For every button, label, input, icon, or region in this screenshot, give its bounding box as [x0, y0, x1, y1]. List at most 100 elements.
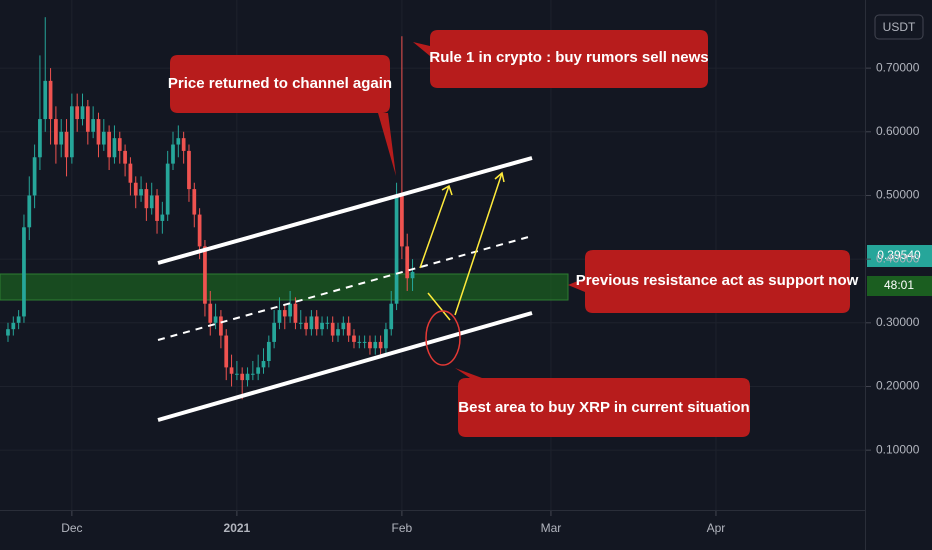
candle-body — [219, 316, 223, 336]
x-tick-label: 2021 — [224, 521, 251, 535]
countdown-box — [867, 276, 932, 296]
candle-body — [235, 373, 239, 375]
candle-body — [11, 322, 16, 330]
candle-body — [208, 303, 213, 323]
candle-body — [261, 361, 266, 368]
currency[interactable]: USDT — [883, 20, 916, 34]
arrow — [454, 172, 503, 316]
candle-body — [197, 214, 202, 247]
candle-body — [272, 322, 277, 342]
candle-body — [368, 341, 372, 349]
y-tick-label: 0.10000 — [876, 442, 920, 456]
candle-body — [336, 329, 340, 336]
y-tick-label: 0.40000 — [876, 251, 920, 265]
channel-bottom — [157, 311, 533, 422]
candle-body — [64, 131, 69, 158]
arrow — [419, 185, 450, 269]
candle-body — [357, 341, 362, 343]
candle-body — [91, 119, 96, 132]
candle-body — [75, 106, 80, 120]
callout-text: Best area to buy XRP in current situatio… — [458, 399, 749, 416]
callout-text: Rule 1 in crypto : buy rumors sell news — [429, 49, 708, 66]
x-tick-label: Feb — [392, 521, 413, 535]
candle-body — [128, 163, 133, 183]
channel-top — [157, 156, 533, 265]
candle-body — [6, 329, 10, 336]
candle-body — [288, 303, 292, 317]
candle-body — [123, 150, 127, 164]
candle-body — [149, 195, 154, 209]
candle-body — [160, 214, 165, 221]
candle-body — [378, 341, 383, 349]
candle-body — [304, 322, 308, 330]
x-tick-label: Apr — [707, 521, 726, 535]
candle-body — [203, 246, 207, 304]
candle-body — [282, 310, 287, 317]
candle-body — [352, 335, 356, 342]
candle-body — [144, 189, 149, 209]
x-tick-label: Mar — [541, 521, 562, 535]
candle-body — [59, 131, 64, 145]
y-tick-label: 0.60000 — [876, 124, 920, 138]
axes: 0.10000 0.20000 0.30000 0.40000 0.50000 0.600… — [61, 60, 920, 535]
x-tick-label: Dec — [61, 521, 82, 535]
candle-body — [384, 329, 388, 349]
candle-body — [96, 119, 101, 145]
candle-body — [107, 131, 111, 158]
candle-body — [394, 195, 399, 304]
candle-body — [245, 373, 250, 381]
candle-body — [139, 189, 143, 196]
candle-body — [155, 195, 159, 221]
candle-body — [213, 316, 218, 323]
candle-body — [224, 335, 229, 368]
last-price: 0.39540 — [877, 248, 921, 262]
candle-body — [314, 316, 319, 330]
candle-body — [250, 373, 255, 375]
candle-body — [309, 316, 314, 330]
candle-body — [22, 227, 26, 317]
candle-body — [54, 119, 58, 145]
candle-body — [277, 310, 282, 323]
candle-body — [133, 182, 138, 196]
currency-button[interactable] — [874, 14, 924, 40]
candle-body — [346, 322, 351, 336]
callout-box — [455, 368, 750, 437]
candle-body — [176, 138, 181, 145]
candle-body — [362, 341, 367, 343]
candle-body — [320, 322, 324, 330]
candle-body — [325, 322, 330, 324]
candle-body — [69, 106, 74, 158]
callout-text: Price returned to channel again — [168, 75, 392, 92]
candle-body — [405, 246, 410, 279]
candle-body — [43, 80, 48, 120]
candle-body — [293, 303, 298, 323]
candle-body — [341, 322, 346, 330]
y-tick-label: 0.30000 — [876, 315, 920, 329]
candle-body — [240, 373, 245, 381]
candle-body — [410, 271, 415, 279]
candle-body — [101, 131, 106, 145]
drawings — [157, 156, 533, 422]
candle-body — [16, 316, 21, 323]
callout-box — [568, 250, 850, 313]
arrow-head — [494, 171, 505, 183]
candle-body — [373, 341, 378, 349]
candle-body — [112, 138, 117, 158]
candle-body — [298, 322, 303, 324]
arrow-head — [441, 184, 453, 196]
callout-text: Previous resistance act as support now — [576, 272, 859, 289]
last-price-box — [867, 245, 932, 267]
callouts: Price returned to channel again Rule 1 i… — [168, 30, 859, 437]
candle-body — [181, 138, 186, 151]
candle-body — [187, 150, 191, 190]
candle-body — [32, 157, 37, 196]
candle-body — [256, 367, 261, 374]
price-axis — [866, 0, 932, 550]
y-tick-label: 0.50000 — [876, 188, 920, 202]
candle-body — [330, 322, 335, 336]
candle-body — [266, 341, 271, 362]
countdown: 48:01 — [884, 278, 914, 292]
candle-body — [389, 303, 394, 330]
support-zone — [0, 273, 569, 301]
